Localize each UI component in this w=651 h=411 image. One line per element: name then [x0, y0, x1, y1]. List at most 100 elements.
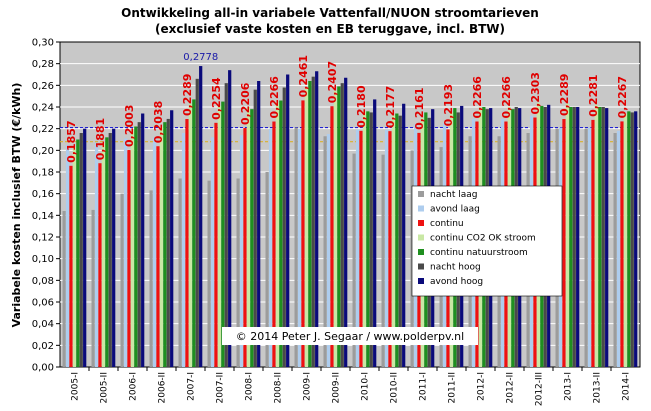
- bar: [587, 127, 592, 367]
- data-label: 0,2407: [326, 61, 339, 103]
- data-label: 0,2266: [471, 76, 484, 119]
- bar: [250, 109, 254, 368]
- bar: [591, 119, 595, 368]
- bar: [91, 209, 95, 367]
- bar: [562, 119, 566, 368]
- legend-swatch: [418, 234, 424, 241]
- y-axis-ticks: 0,00 0,02 0,04 0,06 0,08 0,10 0,12 0,14 0,16 0,18…: [32, 38, 60, 374]
- bar: [98, 163, 102, 367]
- bar: [214, 122, 218, 367]
- y-tick-label: 0,30: [32, 38, 54, 49]
- bar: [123, 138, 128, 367]
- bar: [137, 122, 141, 368]
- y-tick-label: 0,02: [32, 341, 54, 352]
- bar: [605, 108, 609, 367]
- data-label: 0,2281: [587, 74, 600, 116]
- bar: [362, 111, 367, 367]
- data-label: 0,2289: [558, 74, 571, 116]
- data-label: 0,2289: [181, 74, 194, 116]
- copyright-text: © 2014 Peter J. Segaar / www.polderpv.nl: [236, 330, 464, 343]
- data-label: 0,2266: [500, 76, 513, 119]
- bar: [359, 130, 363, 367]
- x-tick-label: 2014-I: [622, 372, 632, 401]
- bar: [181, 133, 186, 367]
- bar: [265, 172, 269, 367]
- data-label: 0,2161: [413, 87, 426, 129]
- bar: [195, 78, 199, 367]
- data-label: 0,2266: [268, 76, 281, 119]
- bar: [257, 81, 261, 367]
- bar: [65, 144, 70, 367]
- bar: [613, 133, 617, 367]
- x-tick-label: 2009-I: [303, 372, 313, 401]
- bar: [94, 142, 99, 367]
- bar: [239, 135, 244, 367]
- bar: [236, 178, 240, 367]
- copyright-box: [222, 327, 478, 345]
- legend-label: avond laag: [430, 205, 480, 215]
- bar: [344, 77, 348, 367]
- y-axis-label: Variabele kosten inclusief BTW (€/kWh): [10, 83, 23, 328]
- bar: [565, 103, 570, 367]
- bar: [79, 133, 83, 367]
- bar: [337, 86, 341, 368]
- legend-swatch: [418, 263, 424, 270]
- data-label: 0,2193: [442, 84, 455, 126]
- y-tick-label: 0,22: [32, 124, 54, 135]
- x-tick-label: 2005-I: [71, 372, 81, 401]
- legend-label: continu: [430, 219, 464, 229]
- bar: [627, 111, 631, 367]
- data-label: 0,2180: [355, 85, 368, 128]
- y-tick-label: 0,16: [32, 189, 54, 200]
- bar: [243, 128, 247, 367]
- bar: [315, 71, 319, 367]
- bar: [192, 99, 196, 368]
- bar: [572, 107, 576, 367]
- bar: [352, 153, 356, 367]
- bar: [253, 89, 257, 368]
- bar: [373, 99, 377, 368]
- legend-swatch: [418, 220, 424, 226]
- bar: [569, 107, 573, 367]
- bar: [304, 87, 309, 367]
- bar: [159, 126, 164, 367]
- data-label: 0,2177: [384, 86, 397, 128]
- data-label: 0,2206: [239, 82, 252, 125]
- bar: [594, 104, 599, 367]
- bar: [384, 129, 389, 367]
- data-label: 0,2003: [123, 105, 136, 147]
- bar: [217, 105, 222, 368]
- y-tick-label: 0,10: [32, 254, 54, 265]
- bar: [330, 106, 334, 367]
- bar: [326, 134, 331, 367]
- y-tick-label: 0,18: [32, 168, 54, 179]
- peak-annotation: 0,2778: [183, 52, 218, 63]
- x-tick-label: 2006-II: [158, 372, 168, 403]
- bar: [297, 128, 302, 367]
- bar: [210, 137, 215, 367]
- bar: [224, 83, 228, 368]
- data-label: 0,1881: [94, 118, 107, 160]
- data-label: 0,1857: [65, 120, 78, 162]
- legend: nacht laag avond laag continu continu CO2 O…: [411, 185, 563, 297]
- x-tick-label: 2008-I: [245, 372, 255, 401]
- bar: [616, 130, 621, 367]
- legend-label: avond hoog: [430, 277, 483, 287]
- bar: [598, 107, 602, 367]
- legend-swatch: [418, 278, 424, 284]
- y-tick-label: 0,28: [32, 59, 54, 70]
- bar: [268, 128, 273, 367]
- bar: [576, 107, 580, 367]
- bar: [308, 81, 312, 367]
- bar: [279, 100, 283, 367]
- bar: [199, 66, 203, 368]
- bar: [228, 70, 232, 368]
- data-label: 0,2267: [616, 76, 629, 118]
- legend-label: continu natuurstroom: [430, 248, 528, 258]
- x-tick-label: 2011-II: [448, 372, 458, 403]
- bar: [381, 154, 385, 367]
- bar: [246, 107, 251, 367]
- chart-title: Ontwikkeling all-in variabele Vattenfall…: [121, 6, 539, 20]
